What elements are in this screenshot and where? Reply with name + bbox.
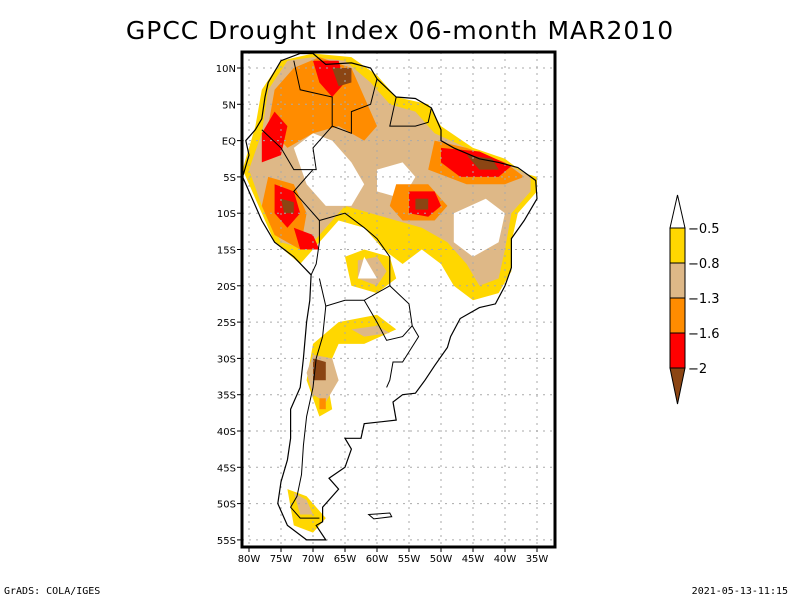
y-tick-label: 55S <box>217 536 236 547</box>
y-tick-label: 20S <box>217 282 236 293</box>
legend-swatch <box>670 298 685 333</box>
y-tick-label: 5N <box>222 100 236 111</box>
x-tick-label: 50W <box>430 554 453 565</box>
x-tick-label: 80W <box>238 554 261 565</box>
x-tick-label: 75W <box>270 554 293 565</box>
shade-level-1.3 <box>319 398 325 409</box>
legend-arrow-top <box>670 195 685 228</box>
y-tick-label: 50S <box>217 500 236 511</box>
legend-swatch <box>670 333 685 368</box>
x-tick-label: 40W <box>494 554 517 565</box>
y-tick-label: 35S <box>217 391 236 402</box>
footer-credit: GrADS: COLA/IGES <box>4 586 100 597</box>
legend-label: −0.5 <box>688 222 720 237</box>
shade-level-2 <box>415 199 428 210</box>
legend-label: −2 <box>688 362 707 377</box>
y-tick-label: 45S <box>217 463 236 474</box>
y-tick-label: EQ <box>222 137 236 148</box>
x-tick-label: 45W <box>462 554 485 565</box>
legend-swatch <box>670 263 685 298</box>
falkland-islands <box>369 513 392 519</box>
y-tick-label: 15S <box>217 246 236 257</box>
colorbar-legend: −0.5 −0.8 −1.3 −1.6 −2 <box>670 195 720 404</box>
y-tick-label: 10N <box>216 64 236 75</box>
legend-swatch <box>670 228 685 263</box>
x-axis: 80W 75W 70W 65W 60W 55W 50W 45W 40W 35W <box>238 547 549 565</box>
x-tick-label: 55W <box>398 554 421 565</box>
y-tick-label: 10S <box>217 209 236 220</box>
y-tick-label: 25S <box>217 318 236 329</box>
map-figure: 80W 75W 70W 65W 60W 55W 50W 45W 40W 35W 10N 5N EQ 5S… <box>0 0 800 600</box>
legend-label: −1.3 <box>688 292 720 307</box>
x-tick-label: 65W <box>334 554 357 565</box>
y-tick-label: 5S <box>223 173 236 184</box>
x-tick-label: 60W <box>366 554 389 565</box>
country-border <box>387 326 419 388</box>
legend-arrow-bottom <box>670 368 685 404</box>
legend-label: −0.8 <box>688 257 720 272</box>
x-tick-label: 35W <box>526 554 549 565</box>
legend-label: −1.6 <box>688 327 720 342</box>
footer-timestamp: 2021-05-13-11:15 <box>692 586 788 597</box>
y-axis: 10N 5N EQ 5S 10S 15S 20S 25S 30S 35S 40S 45S 50S 55S <box>216 64 242 547</box>
y-tick-label: 40S <box>217 427 236 438</box>
y-tick-label: 30S <box>217 354 236 365</box>
x-tick-label: 70W <box>302 554 325 565</box>
